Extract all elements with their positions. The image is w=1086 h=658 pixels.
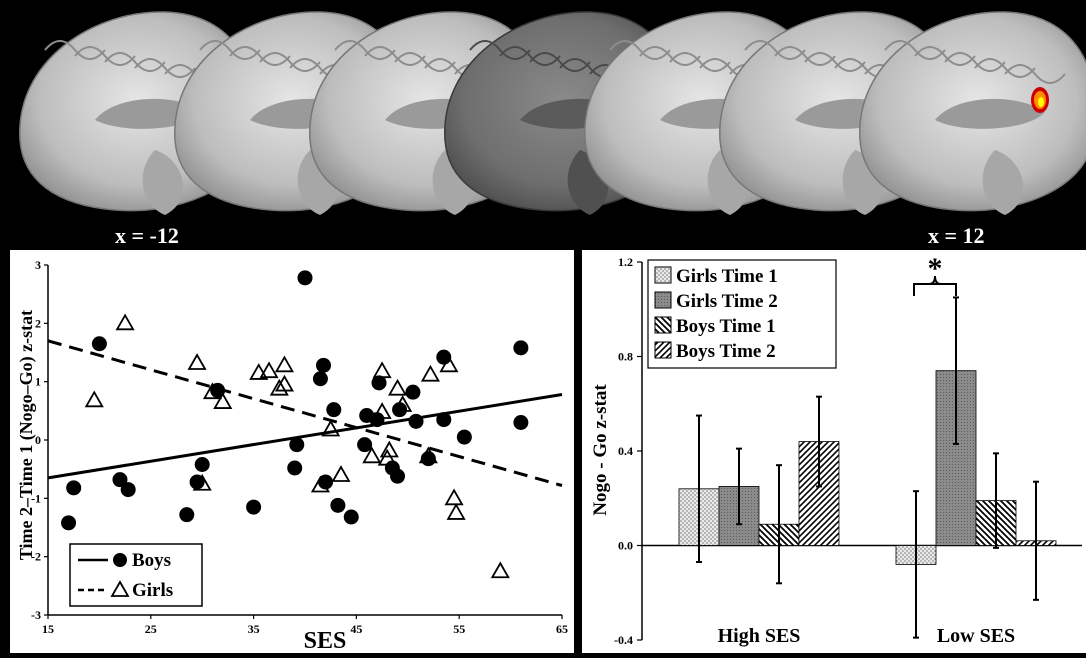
scatter-x-tick-label: 25 bbox=[145, 622, 157, 636]
legend-swatch bbox=[655, 267, 671, 283]
legend-boys-label: Boys bbox=[132, 550, 171, 571]
point-girls bbox=[492, 563, 508, 577]
trend-line-girls bbox=[48, 341, 562, 486]
legend-swatch bbox=[655, 292, 671, 308]
scatter-legend: Boys Girls bbox=[70, 544, 202, 606]
scatter-x-tick-label: 55 bbox=[453, 622, 465, 636]
point-girls bbox=[448, 505, 464, 519]
scatter-x-tick-label: 65 bbox=[556, 622, 568, 636]
legend-swatch bbox=[655, 342, 671, 358]
point-girls bbox=[333, 467, 349, 481]
scatter-x-tick-label: 15 bbox=[42, 622, 54, 636]
point-boys bbox=[513, 340, 528, 355]
scatter-x-tick-label: 45 bbox=[350, 622, 362, 636]
point-girls bbox=[86, 392, 102, 406]
point-girls bbox=[276, 357, 292, 371]
scatter-x-tick-label: 35 bbox=[248, 622, 260, 636]
legend-label: Boys Time 2 bbox=[676, 341, 776, 362]
point-boys bbox=[316, 358, 331, 373]
point-boys bbox=[289, 437, 304, 452]
slice-label-right: x = 12 bbox=[928, 223, 985, 248]
point-boys bbox=[92, 336, 107, 351]
point-boys bbox=[409, 414, 424, 429]
brain-slice bbox=[860, 12, 1086, 215]
bar-y-tick-label: -0.4 bbox=[614, 633, 633, 647]
legend-girls-label: Girls bbox=[132, 580, 173, 601]
bar-y-tick-label: 0.4 bbox=[618, 444, 633, 458]
bar-y-tick-label: 0.0 bbox=[618, 539, 633, 553]
brain-slices-strip: x = -12 x = 12 bbox=[0, 0, 1086, 250]
point-boys bbox=[246, 500, 261, 515]
point-boys bbox=[66, 480, 81, 495]
point-girls bbox=[271, 381, 287, 395]
point-girls bbox=[261, 363, 277, 377]
trend-line-boys bbox=[48, 395, 562, 478]
bar-category-label: High SES bbox=[718, 625, 801, 647]
significance-star: * bbox=[928, 252, 943, 285]
slice-label-left: x = -12 bbox=[115, 223, 179, 248]
bar-category-label: Low SES bbox=[937, 625, 1015, 647]
significance-bracket bbox=[914, 284, 956, 296]
legend-label: Girls Time 1 bbox=[676, 266, 778, 287]
point-boys bbox=[121, 482, 136, 497]
point-girls bbox=[446, 490, 462, 504]
point-boys bbox=[390, 469, 405, 484]
scatter-y-tick-label: -3 bbox=[31, 608, 41, 622]
scatter-x-axis-label: SES bbox=[304, 628, 347, 653]
scatter-y-axis-label: Time 2–Time 1 (Nogo–Go) z-stat bbox=[16, 310, 37, 560]
legend-label: Boys Time 1 bbox=[676, 316, 776, 337]
point-boys bbox=[357, 437, 372, 452]
point-boys bbox=[61, 515, 76, 530]
bar-legend: Girls Time 1 Girls Time 2 Boys Time 1 Boys … bbox=[648, 260, 836, 368]
bar-y-axis-label: Nogo - Go z-stat bbox=[590, 384, 611, 516]
point-boys bbox=[405, 385, 420, 400]
point-boys bbox=[457, 430, 472, 445]
scatter-chart: -3 -2 -1 0 1 2 3 15 25 35 45 55 65 SES Time 2–Time 1… bbox=[10, 250, 574, 653]
point-girls bbox=[189, 355, 205, 369]
point-girls bbox=[422, 367, 438, 381]
point-boys bbox=[195, 457, 210, 472]
point-boys bbox=[179, 507, 194, 522]
point-boys bbox=[313, 371, 328, 386]
bar-y-tick-label: 0.8 bbox=[618, 350, 633, 364]
point-boys bbox=[513, 415, 528, 430]
point-boys bbox=[298, 270, 313, 285]
bar-y-tick-label: 1.2 bbox=[618, 255, 633, 269]
point-girls bbox=[390, 381, 406, 395]
point-boys bbox=[392, 402, 407, 417]
bar-panel: -0.4 0.0 0.4 0.8 1.2 High SES Low SES * Nogo -… bbox=[582, 250, 1086, 653]
legend-swatch bbox=[655, 317, 671, 333]
point-girls bbox=[374, 363, 390, 377]
point-boys bbox=[344, 510, 359, 525]
scatter-panel: -3 -2 -1 0 1 2 3 15 25 35 45 55 65 SES Time 2–Time 1… bbox=[10, 250, 574, 653]
point-boys bbox=[287, 461, 302, 476]
legend-label: Girls Time 2 bbox=[676, 291, 778, 312]
point-boys bbox=[326, 402, 341, 417]
point-girls bbox=[117, 315, 133, 329]
scatter-y-tick-label: 3 bbox=[35, 258, 41, 272]
point-boys bbox=[436, 412, 451, 427]
activation-cluster bbox=[1031, 87, 1049, 113]
bar-chart: -0.4 0.0 0.4 0.8 1.2 High SES Low SES * Nogo -… bbox=[582, 250, 1086, 653]
point-boys bbox=[330, 498, 345, 513]
